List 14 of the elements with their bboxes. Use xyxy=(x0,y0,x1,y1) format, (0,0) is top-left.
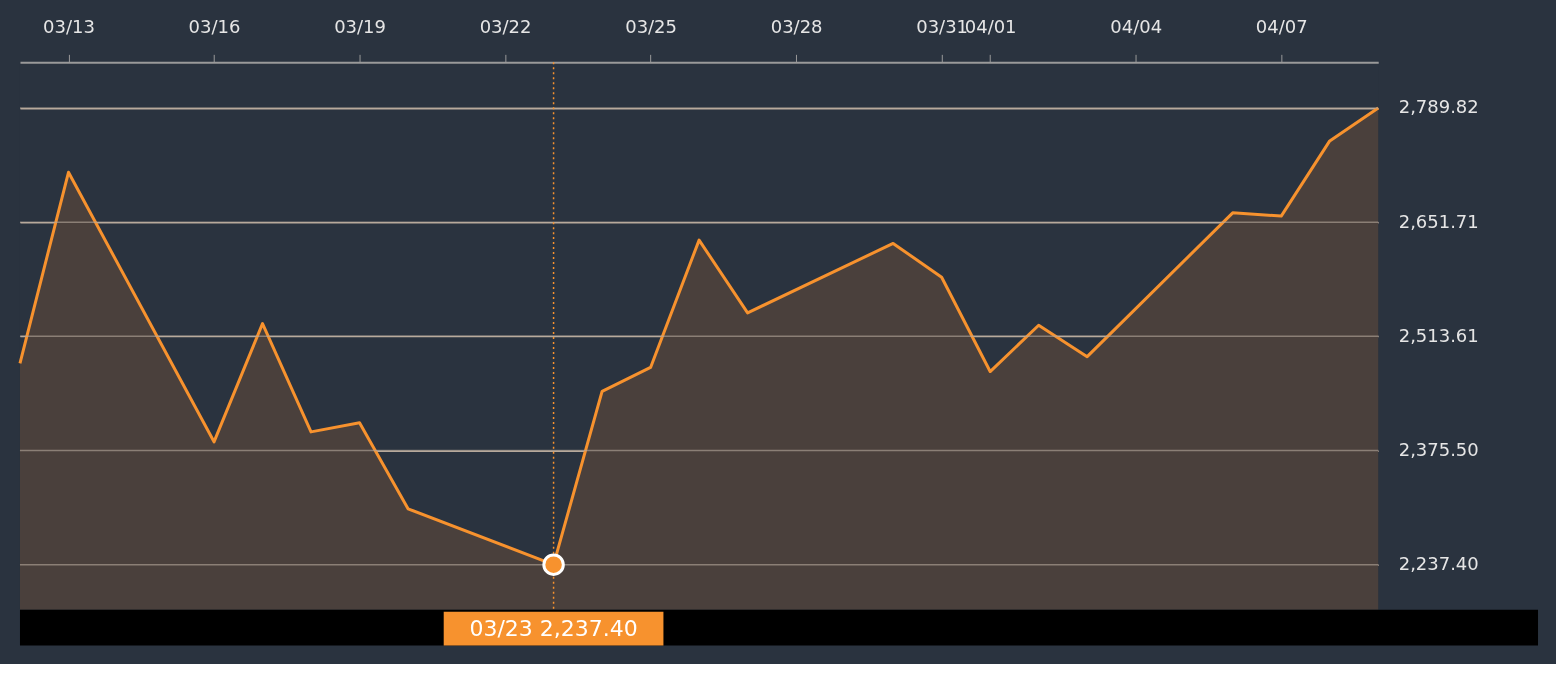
x-tick-label: 03/19 xyxy=(334,15,386,37)
x-tick-label: 03/13 xyxy=(43,15,95,37)
y-tick-label: 2,513.61 xyxy=(1398,324,1479,346)
x-tick-label: 03/16 xyxy=(188,15,241,37)
x-tick-label: 03/25 xyxy=(625,15,677,37)
x-tick-label: 04/07 xyxy=(1255,15,1308,37)
y-tick-label: 2,789.82 xyxy=(1398,96,1479,118)
y-tick-label: 2,375.50 xyxy=(1398,438,1479,460)
x-tick-label: 03/28 xyxy=(770,15,823,37)
x-tick-label: 04/04 xyxy=(1110,15,1163,37)
x-tick-label: 03/22 xyxy=(479,15,532,37)
y-tick-label: 2,651.71 xyxy=(1398,210,1479,232)
annotation: 03/23 2,237.40 xyxy=(469,615,638,641)
y-tick-label: 2,237.40 xyxy=(1398,553,1479,575)
